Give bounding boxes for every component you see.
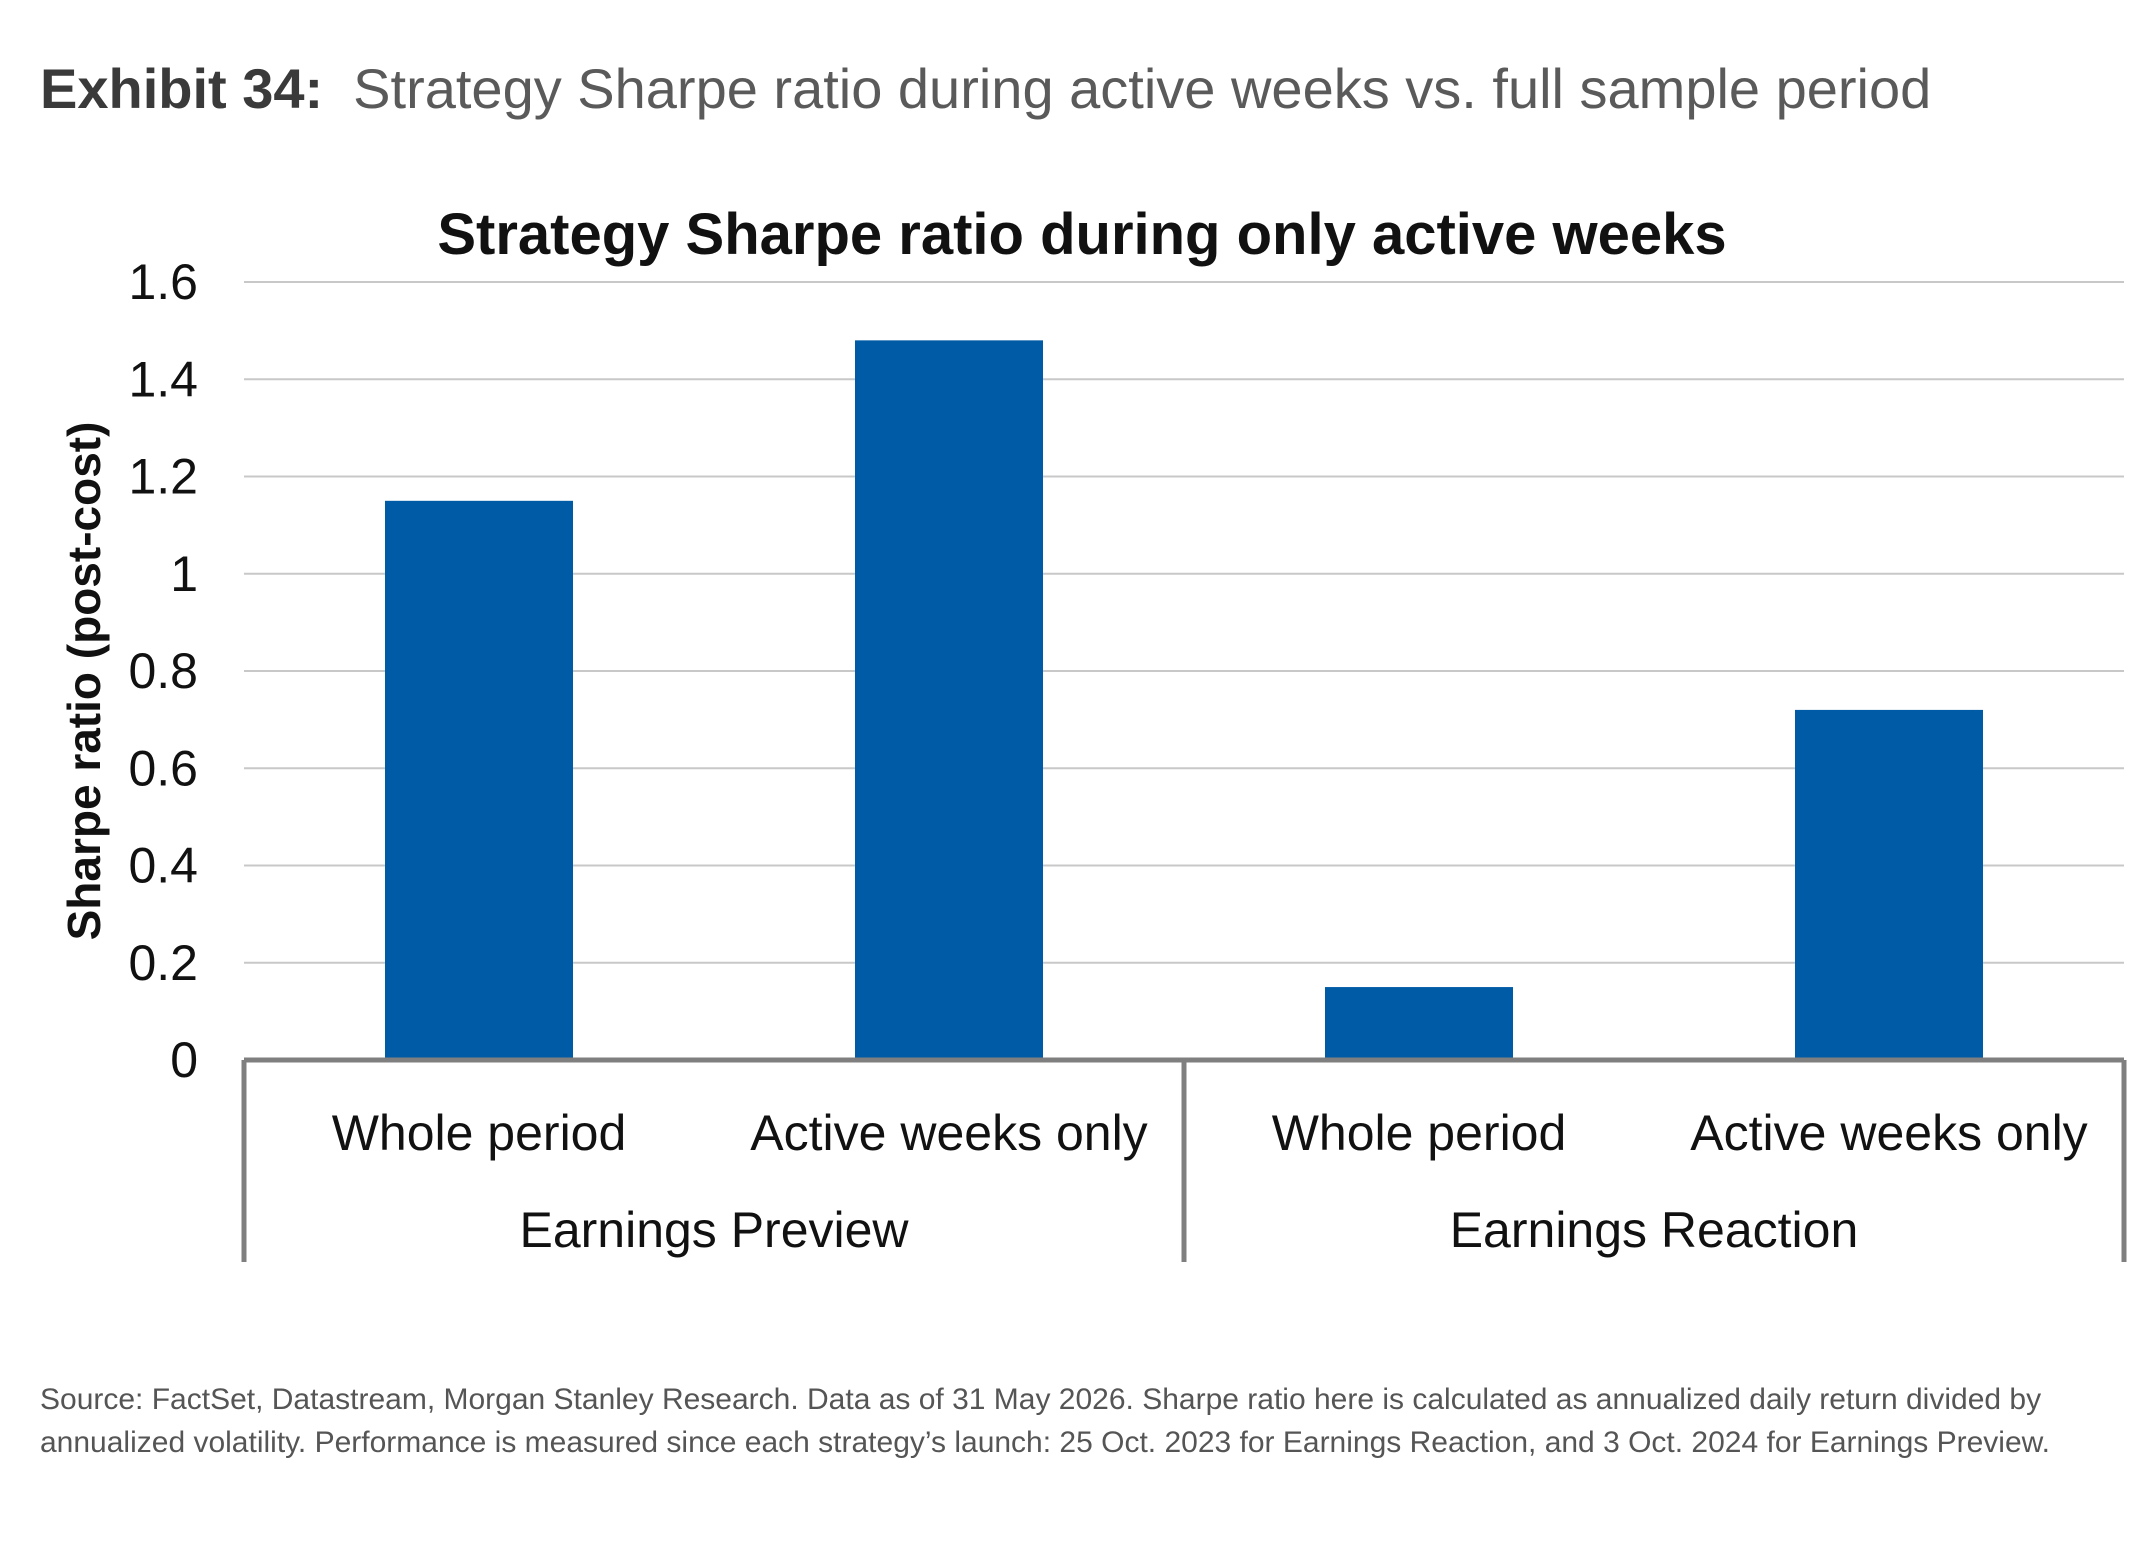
exhibit-label: Exhibit 34:	[40, 57, 324, 120]
exhibit-heading: Exhibit 34: Strategy Sharpe ratio during …	[40, 56, 1931, 121]
bar-chart: Strategy Sharpe ratio during only active…	[58, 202, 2127, 1262]
source-note: Source: FactSet, Datastream, Morgan Stan…	[40, 1383, 2050, 1459]
bar	[1325, 987, 1513, 1060]
bar	[1795, 709, 1983, 1060]
exhibit-title: Strategy Sharpe ratio during active week…	[353, 57, 1932, 120]
bar	[385, 500, 573, 1060]
y-tick-label: 1.2	[128, 449, 198, 505]
y-axis-label: Sharpe ratio (post-cost)	[58, 422, 110, 941]
y-tick-label: 0.8	[128, 643, 198, 699]
y-tick-label: 0.6	[128, 740, 198, 796]
x-category-label: Active weeks only	[750, 1105, 1147, 1161]
x-group-label: Earnings Reaction	[1450, 1202, 1859, 1258]
y-tick-label: 1.6	[128, 254, 198, 310]
y-tick-label: 1.4	[128, 351, 198, 407]
y-tick-label: 0.2	[128, 935, 198, 991]
y-tick-label: 0.4	[128, 838, 198, 894]
bar	[855, 340, 1043, 1061]
x-category-label: Whole period	[332, 1105, 627, 1161]
y-tick-label: 0	[170, 1032, 198, 1088]
y-tick-label: 1	[170, 546, 198, 602]
x-category-label: Whole period	[1272, 1105, 1567, 1161]
chart-title: Strategy Sharpe ratio during only active…	[437, 202, 1726, 267]
x-category-label: Active weeks only	[1690, 1105, 2087, 1161]
x-group-label: Earnings Preview	[519, 1202, 909, 1258]
